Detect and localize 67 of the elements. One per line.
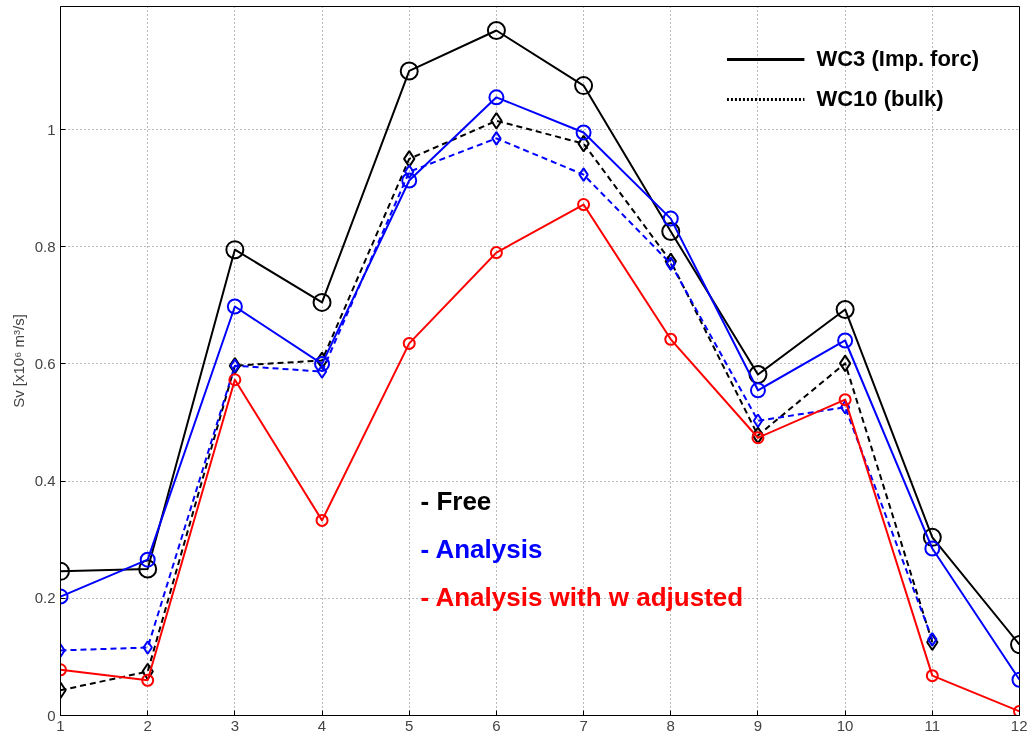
point xyxy=(924,540,941,557)
point xyxy=(575,124,592,141)
point xyxy=(925,669,939,683)
point xyxy=(491,131,502,146)
annotation: - Free xyxy=(420,485,492,516)
point xyxy=(312,292,332,312)
point xyxy=(578,167,589,182)
x-tick-label: 11 xyxy=(924,716,941,734)
point xyxy=(662,210,679,227)
point xyxy=(837,332,854,349)
point xyxy=(752,413,764,429)
point xyxy=(489,246,503,260)
point xyxy=(403,150,416,168)
point xyxy=(488,89,505,106)
point xyxy=(139,551,156,568)
point xyxy=(225,240,245,260)
annotation: WC10 (bulk) xyxy=(816,86,944,112)
point xyxy=(751,431,765,445)
annotation: - Analysis xyxy=(420,533,543,564)
point xyxy=(315,513,329,527)
annotation: - Analysis with w adjusted xyxy=(420,581,744,612)
point xyxy=(664,332,678,346)
annotation: WC3 (Imp. forc) xyxy=(816,46,979,72)
y-tick-label: 0.6 xyxy=(34,354,56,372)
point xyxy=(315,351,329,370)
y-tick-label: 0.8 xyxy=(34,237,56,255)
point xyxy=(490,112,503,130)
point xyxy=(316,364,328,379)
x-tick-label: 10 xyxy=(836,716,854,734)
point xyxy=(838,393,852,407)
point xyxy=(314,355,331,372)
point xyxy=(486,21,506,41)
point xyxy=(399,61,419,81)
point xyxy=(839,400,851,415)
x-tick-label: 8 xyxy=(666,716,675,734)
point xyxy=(404,164,415,179)
point xyxy=(748,364,768,384)
x-tick-label: 7 xyxy=(579,716,588,734)
point xyxy=(838,354,852,373)
point xyxy=(574,76,594,96)
x-tick-label: 4 xyxy=(317,716,327,734)
point xyxy=(665,256,676,271)
point xyxy=(141,673,155,687)
point xyxy=(401,172,418,189)
point xyxy=(835,299,855,319)
point xyxy=(226,298,243,315)
x-tick-label: 6 xyxy=(492,716,501,734)
x-tick-label: 9 xyxy=(753,716,763,734)
point xyxy=(142,640,153,655)
y-tick-label: 1 xyxy=(47,120,56,138)
point xyxy=(751,426,765,445)
x-tick-label: 2 xyxy=(143,716,152,734)
y-axis-title: Sv [x10⁶ m³/s] xyxy=(9,314,27,408)
point xyxy=(138,559,158,579)
x-tick-label: 3 xyxy=(230,716,240,734)
y-tick-label: 0.2 xyxy=(34,589,56,607)
y-tick-label: 0 xyxy=(47,706,56,724)
point xyxy=(927,632,938,647)
point xyxy=(661,222,681,241)
point xyxy=(577,198,591,212)
point xyxy=(749,382,766,399)
x-tick-label: 12 xyxy=(1010,716,1027,734)
point xyxy=(228,373,242,387)
x-tick-label: 5 xyxy=(405,716,414,734)
point xyxy=(402,336,416,350)
y-tick-label: 0.4 xyxy=(34,472,56,490)
point xyxy=(922,527,942,547)
